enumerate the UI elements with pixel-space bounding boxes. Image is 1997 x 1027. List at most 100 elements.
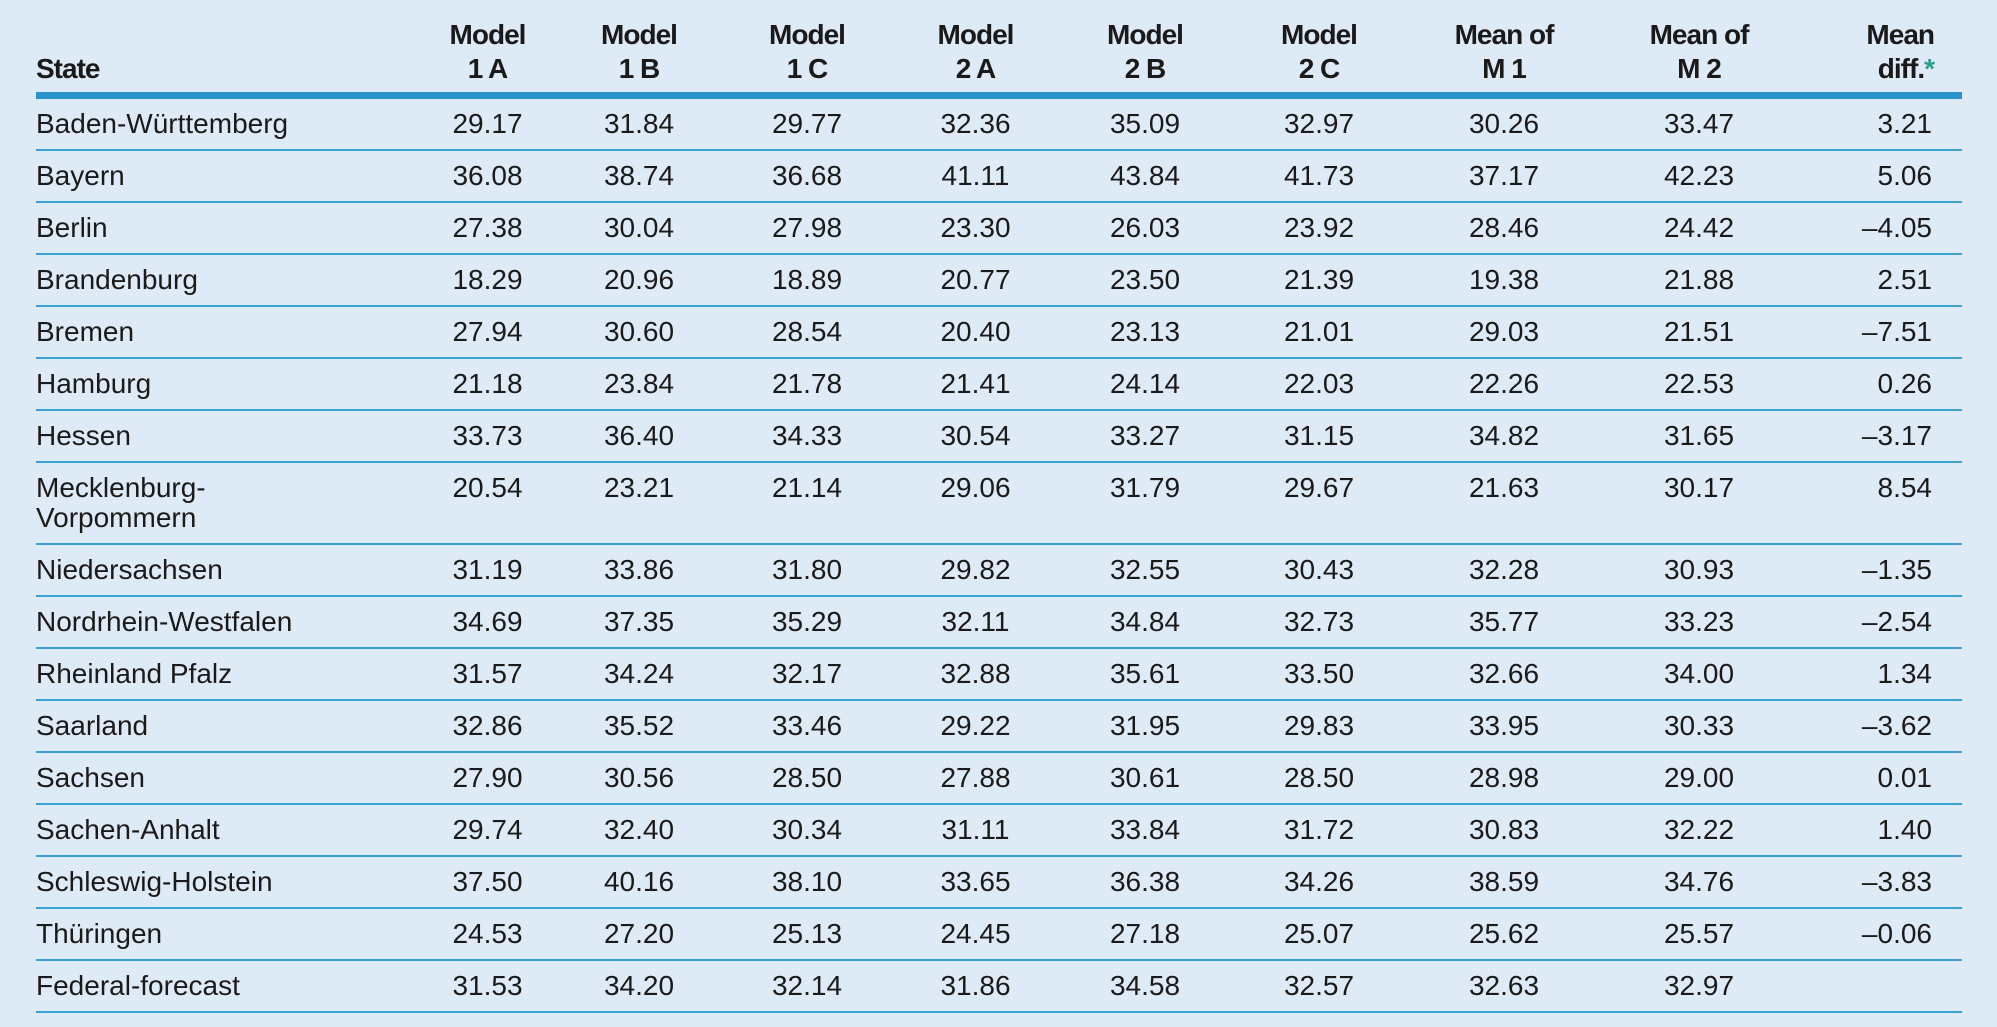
value-cell: 24.45 [891,908,1060,961]
footnote-mark: * [1924,53,1935,84]
value-cell: 33.86 [555,544,723,597]
value-cell: 31.57 [420,648,555,701]
value-cell: 32.73 [1230,596,1408,649]
value-cell: 27.38 [420,202,555,255]
value-cell: –3.17 [1798,410,1962,463]
value-cell: –0.06 [1798,908,1962,961]
value-cell: 31.84 [555,95,723,151]
header-row: State Model 1 A Model 1 B Model 1 C Model 2 A Mod… [36,0,1962,99]
table-row: Thüringen 24.53 27.20 25.13 24.45 27.18 25.07 2… [36,908,1962,961]
value-cell: 32.55 [1060,544,1230,597]
table-row: Bremen 27.94 30.60 28.54 20.40 23.13 21.01 29.0… [36,306,1962,359]
column-header: Mean of M 1 [1408,0,1600,99]
state-name: Brandenburg [36,264,198,295]
state-cell: Rheinland Pfalz [36,648,420,701]
value-cell: –1.35 [1798,544,1962,597]
state-name: Schleswig-Holstein [36,866,273,897]
column-header: State [36,0,420,99]
header-line: M 2 [1677,53,1722,84]
value-cell: 41.11 [891,150,1060,203]
value-cell: 30.43 [1230,544,1408,597]
value-cell: 28.54 [723,306,891,359]
value-cell: 33.50 [1230,648,1408,701]
value-cell: 42.23 [1600,150,1798,203]
column-header: Model 2 B [1060,0,1230,99]
state-name: Hamburg [36,368,152,399]
table-row: Sachsen 27.90 30.56 28.50 27.88 30.61 28.50 28.… [36,752,1962,805]
value-cell: 34.33 [723,410,891,463]
value-cell: 38.10 [723,856,891,909]
value-cell: 31.72 [1230,804,1408,857]
value-cell: 27.20 [555,908,723,961]
value-cell: 27.88 [891,752,1060,805]
value-cell: 34.82 [1408,410,1600,463]
table-row: Baden-Württemberg 29.17 31.84 29.77 32.36 35.… [36,95,1962,151]
value-cell: 30.17 [1600,462,1798,545]
table-row: Hamburg 21.18 23.84 21.78 21.41 24.14 22.03 22.… [36,358,1962,411]
value-cell: 23.30 [891,202,1060,255]
table-row: Bayern 36.08 38.74 36.68 41.11 43.84 41.73 37.1… [36,150,1962,203]
value-cell: 28.46 [1408,202,1600,255]
value-cell: 43.84 [1060,150,1230,203]
header-line: 1 B [618,53,661,84]
value-cell: 34.84 [1060,596,1230,649]
state-cell: Nordrhein-Westfalen [36,596,420,649]
state-name: Hessen [36,420,131,451]
value-cell: 37.50 [420,856,555,909]
value-cell: 34.76 [1600,856,1798,909]
value-cell: 24.42 [1600,202,1798,255]
value-cell [1798,960,1962,1013]
value-cell: 21.41 [891,358,1060,411]
state-name: Baden-Württemberg [36,108,289,139]
state-cell: Bayern [36,150,420,203]
value-cell: 22.53 [1600,358,1798,411]
value-cell: 36.68 [723,150,891,203]
state-name: Nordrhein-Westfalen [36,606,293,637]
value-cell: –3.62 [1798,700,1962,753]
value-cell: 29.77 [723,95,891,151]
header-line: Model [1281,19,1358,50]
table-row: Niedersachsen 31.19 33.86 31.80 29.82 32.55 30… [36,544,1962,597]
value-cell: 28.50 [723,752,891,805]
value-cell: 29.82 [891,544,1060,597]
value-cell: 0.01 [1798,752,1962,805]
header-line: Model [449,19,527,50]
state-name: Saarland [36,710,149,741]
value-cell: 41.73 [1230,150,1408,203]
value-cell: 36.38 [1060,856,1230,909]
state-cell: Sachen-Anhalt [36,804,420,857]
value-cell: 21.88 [1600,254,1798,307]
value-cell: 20.54 [420,462,555,545]
state-name: Vorpommern [36,502,197,533]
value-cell: 28.50 [1230,752,1408,805]
value-cell: 32.86 [420,700,555,753]
value-cell: 3.21 [1798,95,1962,151]
table-row: Mecklenburg- Vorpommern 20.54 23.21 21.14 29.… [36,462,1962,545]
value-cell: 19.38 [1408,254,1600,307]
value-cell: 35.61 [1060,648,1230,701]
value-cell: 36.08 [420,150,555,203]
table-row: Schleswig-Holstein 37.50 40.16 38.10 33.65 36… [36,856,1962,909]
column-header: Model 2 C [1230,0,1408,99]
state-cell: Bremen [36,306,420,359]
value-cell: 35.52 [555,700,723,753]
value-cell: 25.57 [1600,908,1798,961]
value-cell: 25.07 [1230,908,1408,961]
value-cell: 32.17 [723,648,891,701]
value-cell: 38.59 [1408,856,1600,909]
table-row: Rheinland Pfalz 31.57 34.24 32.17 32.88 35.61… [36,648,1962,701]
column-header: Mean of M 2 [1600,0,1798,99]
value-cell: 40.16 [555,856,723,909]
header-line: State [36,53,100,84]
state-cell: Baden-Württemberg [36,95,420,151]
value-cell: 21.63 [1408,462,1600,545]
column-header: Model 2 A [891,0,1060,99]
value-cell: 28.98 [1408,752,1600,805]
column-header: Mean diff.* [1798,0,1962,99]
value-cell: 5.06 [1798,150,1962,203]
value-cell: 22.26 [1408,358,1600,411]
value-cell: 21.51 [1600,306,1798,359]
value-cell: 34.69 [420,596,555,649]
header-line: 1 A [467,53,509,84]
